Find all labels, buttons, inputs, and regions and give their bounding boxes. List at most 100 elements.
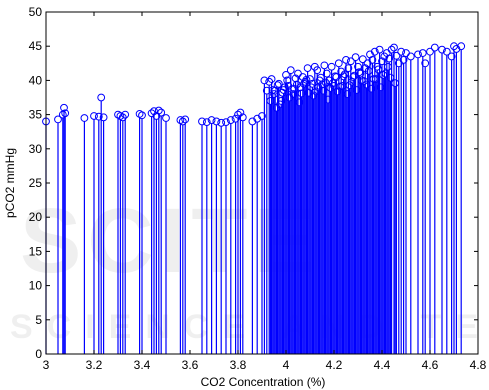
svg-text:SCITE: SCITE — [20, 190, 321, 292]
data-point — [349, 73, 358, 81]
x-tick-label: 3.2 — [86, 358, 103, 372]
data-point — [406, 52, 415, 61]
data-point — [421, 59, 430, 68]
data-point — [288, 85, 296, 94]
data-point — [306, 75, 314, 83]
data-point — [351, 53, 360, 62]
data-point — [274, 79, 283, 88]
x-tick-label: 3 — [43, 358, 50, 372]
data-point — [372, 75, 380, 83]
x-axis-label: CO2 Concentration (%) — [201, 375, 326, 389]
data-point — [375, 45, 384, 54]
data-point — [339, 72, 348, 81]
data-point — [278, 88, 287, 97]
data-point — [316, 73, 325, 82]
data-point — [442, 47, 451, 56]
y-tick-label: 45 — [29, 39, 43, 53]
data-point — [226, 116, 235, 124]
data-point — [334, 59, 343, 68]
data-point — [212, 117, 221, 126]
data-point — [283, 76, 292, 85]
y-tick-label: 5 — [35, 313, 42, 327]
data-point — [222, 118, 230, 127]
data-point — [397, 47, 406, 56]
y-tick-label: 25 — [29, 176, 43, 190]
data-point — [309, 91, 318, 100]
data-point — [369, 75, 378, 83]
y-tick-label: 40 — [29, 73, 43, 87]
data-point — [285, 93, 294, 102]
data-point — [414, 50, 422, 59]
data-point — [90, 112, 98, 120]
data-point — [150, 107, 158, 116]
y-tick-label: 0 — [35, 347, 42, 361]
y-tick-label: 10 — [29, 279, 43, 293]
x-tick-label: 4.2 — [326, 358, 343, 372]
data-point — [430, 43, 439, 52]
x-tick-label: 4.8 — [470, 358, 487, 372]
data-point — [402, 49, 410, 57]
data-point — [267, 75, 276, 83]
data-point — [368, 55, 377, 64]
data-point — [217, 118, 226, 127]
y-tick-label: 50 — [29, 5, 43, 19]
data-point — [378, 57, 386, 66]
data-point — [198, 117, 206, 126]
data-point — [302, 75, 311, 84]
data-point — [376, 83, 385, 92]
data-point — [392, 51, 401, 60]
data-point — [260, 76, 269, 85]
axes: 3 3.2 3.4 3.6 3.8 4 4.2 4.4 4.6 4.8 0 5 10 15 20 25 30 35… — [29, 5, 487, 372]
data-point — [391, 79, 400, 88]
data-point — [320, 61, 329, 70]
data-point — [118, 113, 127, 122]
data-point — [340, 70, 349, 79]
data-point — [80, 114, 89, 122]
data-point — [355, 68, 364, 77]
data-point — [390, 43, 398, 52]
data-point — [327, 62, 336, 71]
x-tick-label: 4.4 — [374, 358, 391, 372]
data-point — [207, 116, 216, 124]
data-point — [121, 110, 130, 119]
watermark: SCITE SCIENCE AND TECH — [10, 190, 489, 346]
data-point — [262, 86, 271, 95]
data-point — [352, 86, 361, 94]
data-point — [457, 42, 466, 51]
data-point — [333, 87, 342, 96]
data-point — [331, 72, 340, 81]
data-point — [266, 97, 275, 105]
y-tick-label: 35 — [29, 108, 43, 122]
data-point — [324, 95, 332, 104]
data-point — [286, 66, 295, 75]
data-point — [321, 78, 330, 87]
data-point — [138, 111, 146, 120]
data-point — [322, 69, 331, 78]
data-point — [313, 66, 322, 75]
data-point — [303, 64, 312, 72]
data-point — [326, 84, 335, 92]
data-point — [344, 64, 353, 72]
data-point — [154, 106, 163, 115]
data-point — [162, 114, 170, 122]
x-tick-label: 3.8 — [230, 358, 247, 372]
svg-text:SCIENCE AND TECH: SCIENCE AND TECH — [10, 308, 489, 346]
data-point — [54, 115, 62, 124]
data-point — [364, 66, 373, 75]
data-point — [297, 89, 306, 98]
y-tick-label: 30 — [29, 142, 43, 156]
data-point — [386, 73, 395, 82]
data-point — [178, 117, 187, 126]
data-point — [273, 81, 282, 90]
data-point — [346, 57, 355, 66]
x-tick-label: 3.6 — [182, 358, 199, 372]
data-point — [418, 49, 427, 57]
data-point — [358, 55, 367, 64]
data-point — [426, 47, 434, 56]
data-point — [367, 84, 376, 93]
data-point — [236, 108, 245, 117]
x-tick-label: 4.6 — [422, 358, 439, 372]
data-point — [343, 90, 352, 98]
plot-area — [42, 42, 466, 354]
